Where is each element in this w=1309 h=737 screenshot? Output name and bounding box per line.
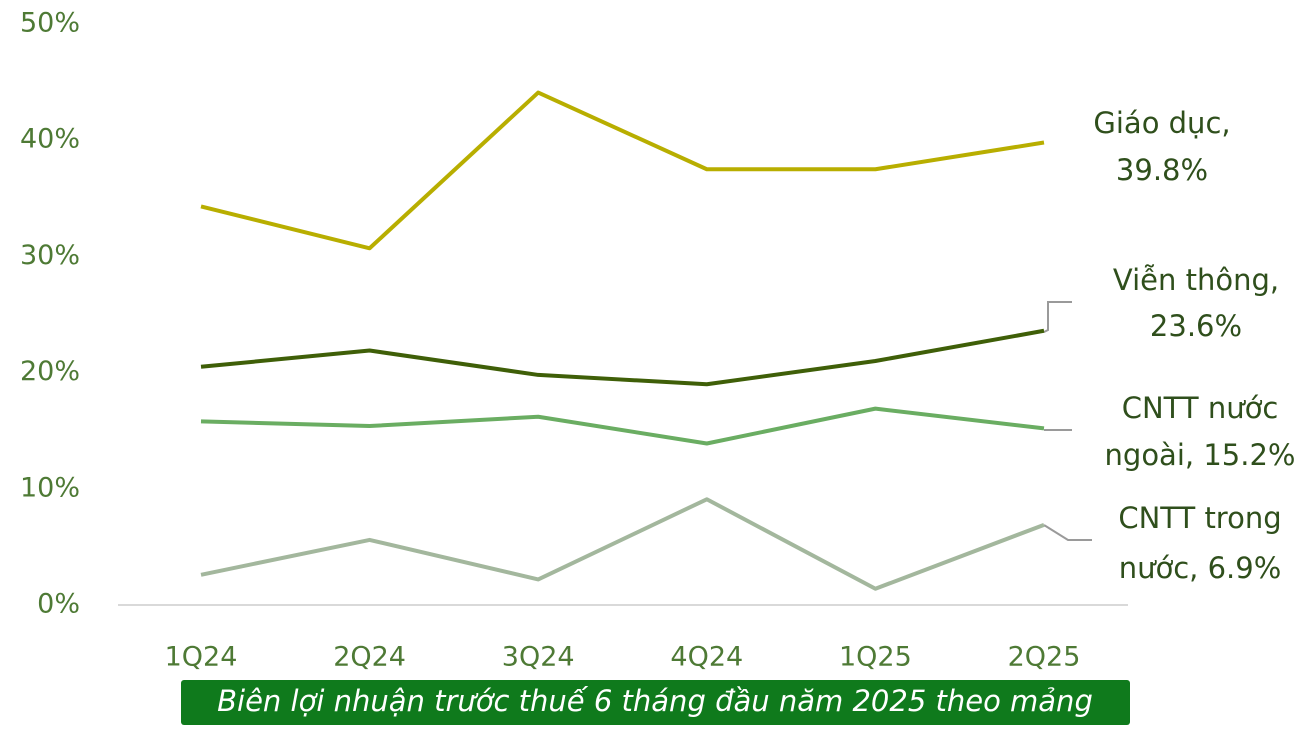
x-tick-label: 1Q24: [165, 642, 238, 673]
y-tick-label: 10%: [20, 472, 80, 503]
x-tick-label: 2Q24: [333, 642, 406, 673]
end-label: Giáo dục,: [1093, 106, 1230, 140]
leader-line: [1043, 524, 1092, 541]
y-tick-label: 20%: [20, 356, 80, 387]
leader-line: [1043, 301, 1072, 333]
x-tick-label: 3Q24: [502, 642, 575, 673]
title-box: [181, 680, 1130, 725]
y-tick-label: 50%: [20, 8, 80, 39]
end-label: ngoài, 15.2%: [1105, 438, 1296, 472]
line: [200, 406, 1045, 446]
end-label: CNTT trong: [1118, 501, 1281, 535]
y-tick-label: 40%: [20, 124, 80, 155]
x-tick-label: 2Q25: [1008, 642, 1081, 673]
end-label: 39.8%: [1116, 153, 1208, 187]
line: [200, 328, 1045, 387]
line: [200, 497, 1045, 591]
end-label: 23.6%: [1150, 309, 1242, 343]
end-label: Viễn thông,: [1113, 263, 1279, 297]
end-label: CNTT nước: [1122, 391, 1279, 425]
end-label: nước, 6.9%: [1119, 551, 1282, 585]
y-tick-label: 30%: [20, 240, 80, 271]
line: [200, 90, 1045, 251]
x-tick-label: 1Q25: [839, 642, 912, 673]
y-tick-label: 0%: [37, 589, 80, 620]
chart-title: Biên lợi nhuận trước thuế 6 tháng đầu nă…: [217, 684, 1093, 718]
x-tick-label: 4Q24: [670, 642, 743, 673]
